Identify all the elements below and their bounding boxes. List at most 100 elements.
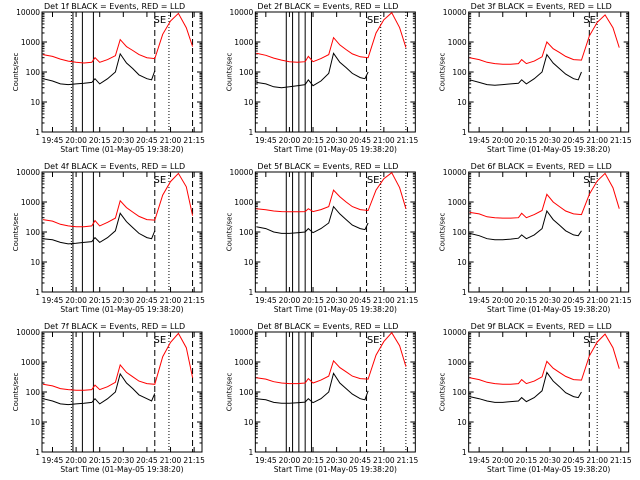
y-tick-label: 100 <box>26 388 41 397</box>
x-tick-label: 19:45 <box>255 456 277 465</box>
y-tick-label: 10000 <box>16 168 40 177</box>
y-tick-label: 100 <box>239 388 254 397</box>
panel-det-8: Det 8f BLACK = Events, RED = LLD 1 10 100 10… <box>225 322 418 474</box>
x-tick-label: 21:15 <box>397 456 419 465</box>
plot-frame <box>254 171 416 293</box>
x-tick-label: 20:00 <box>279 296 301 305</box>
series-events <box>42 52 156 86</box>
plot-frame <box>468 171 630 293</box>
x-tick-label: 20:15 <box>516 456 538 465</box>
y-tick-label: 1 <box>462 288 467 297</box>
y-tick-label: 100 <box>452 388 467 397</box>
series-events <box>256 52 369 89</box>
y-tick-label: 100 <box>452 228 467 237</box>
x-tick-label: 20:00 <box>65 456 87 465</box>
y-tick-label: 10 <box>457 418 467 427</box>
se-marker-label: SE <box>367 175 380 186</box>
x-tick-label: 21:15 <box>183 136 205 145</box>
series-events <box>42 212 156 245</box>
plot-frame <box>254 11 416 133</box>
se-marker-label: SE <box>154 15 167 26</box>
x-tick-label: 21:15 <box>610 136 632 145</box>
x-tick-label: 20:45 <box>563 136 585 145</box>
x-tick-label: 20:45 <box>136 296 158 305</box>
y-tick-label: 10 <box>457 258 467 267</box>
series-events <box>256 372 369 404</box>
x-tick-label: 20:00 <box>492 136 514 145</box>
x-tick-label: 20:45 <box>563 456 585 465</box>
y-tick-label: 10000 <box>443 328 467 337</box>
x-tick-label: 20:30 <box>326 296 348 305</box>
y-tick-label: 1 <box>462 128 467 137</box>
panel-det-1: Det 1f BLACK = Events, RED = LLD 1 10 100 10… <box>12 2 205 154</box>
y-axis-label: Counts/sec <box>439 213 447 252</box>
y-tick-label: 1000 <box>448 198 467 207</box>
series-events <box>42 372 156 406</box>
series-lld <box>42 332 194 391</box>
panel-title: Det 8f BLACK = Events, RED = LLD <box>257 322 398 331</box>
x-tick-label: 20:15 <box>516 136 538 145</box>
x-tick-label: 20:00 <box>279 456 301 465</box>
x-tick-label: 20:30 <box>539 136 561 145</box>
y-tick-label: 10000 <box>16 328 40 337</box>
y-tick-label: 1000 <box>21 198 40 207</box>
plot-frame <box>254 331 416 453</box>
x-tick-label: 20:45 <box>136 456 158 465</box>
x-tick-label: 20:30 <box>326 136 348 145</box>
se-marker-label: SE <box>154 335 167 346</box>
x-tick-label: 19:45 <box>42 456 64 465</box>
y-tick-label: 1 <box>35 288 40 297</box>
panel-title: Det 4f BLACK = Events, RED = LLD <box>44 162 185 171</box>
x-tick-label: 20:45 <box>563 296 585 305</box>
x-axis-label: Start Time (01-May-05 19:38:20) <box>274 145 397 154</box>
x-tick-label: 20:15 <box>89 456 111 465</box>
panel-title: Det 7f BLACK = Events, RED = LLD <box>44 322 185 331</box>
x-axis-label: Start Time (01-May-05 19:38:20) <box>487 145 610 154</box>
x-tick-label: 21:00 <box>160 296 182 305</box>
panel-det-9: Det 9f BLACK = Events, RED = LLD 1 10 100 10… <box>439 322 632 474</box>
x-tick-label: 20:45 <box>349 296 371 305</box>
series-events <box>469 371 582 403</box>
x-tick-label: 20:15 <box>89 136 111 145</box>
x-axis-label: Start Time (01-May-05 19:38:20) <box>274 305 397 314</box>
series-events <box>469 53 582 86</box>
plot-area <box>42 332 194 452</box>
y-tick-label: 1000 <box>234 358 253 367</box>
y-tick-label: 1 <box>249 448 254 457</box>
x-tick-label: 19:45 <box>468 456 490 465</box>
x-tick-label: 21:00 <box>586 136 608 145</box>
y-tick-label: 1000 <box>448 358 467 367</box>
x-tick-label: 20:15 <box>302 296 324 305</box>
x-tick-label: 19:45 <box>42 136 64 145</box>
x-tick-label: 19:45 <box>42 296 64 305</box>
x-tick-label: 19:45 <box>468 296 490 305</box>
y-tick-label: 1 <box>35 128 40 137</box>
panel-det-3: Det 3f BLACK = Events, RED = LLD 1 10 100 10… <box>439 2 632 154</box>
y-tick-label: 10 <box>30 258 40 267</box>
plot-area <box>469 332 620 452</box>
x-tick-label: 21:15 <box>183 296 205 305</box>
x-tick-label: 20:00 <box>65 296 87 305</box>
x-axis-label: Start Time (01-May-05 19:38:20) <box>60 305 183 314</box>
x-tick-label: 20:15 <box>516 296 538 305</box>
plot-area <box>469 12 620 132</box>
x-tick-label: 20:15 <box>89 296 111 305</box>
series-lld <box>469 14 620 65</box>
y-tick-label: 1000 <box>21 38 40 47</box>
y-tick-label: 10000 <box>229 8 253 17</box>
se-marker-label: SE <box>154 175 167 186</box>
x-tick-label: 21:00 <box>373 456 395 465</box>
x-axis-label: Start Time (01-May-05 19:38:20) <box>60 145 183 154</box>
x-axis-label: Start Time (01-May-05 19:38:20) <box>487 465 610 474</box>
y-tick-label: 10 <box>30 418 40 427</box>
plot-area <box>256 332 407 452</box>
x-tick-label: 19:45 <box>468 136 490 145</box>
y-axis-label: Counts/sec <box>225 53 233 92</box>
y-tick-label: 1 <box>249 128 254 137</box>
x-tick-label: 19:45 <box>255 136 277 145</box>
y-axis-label: Counts/sec <box>12 213 20 252</box>
y-tick-label: 10 <box>244 418 254 427</box>
se-marker-label: SE <box>583 335 596 346</box>
plot-area <box>256 172 407 292</box>
